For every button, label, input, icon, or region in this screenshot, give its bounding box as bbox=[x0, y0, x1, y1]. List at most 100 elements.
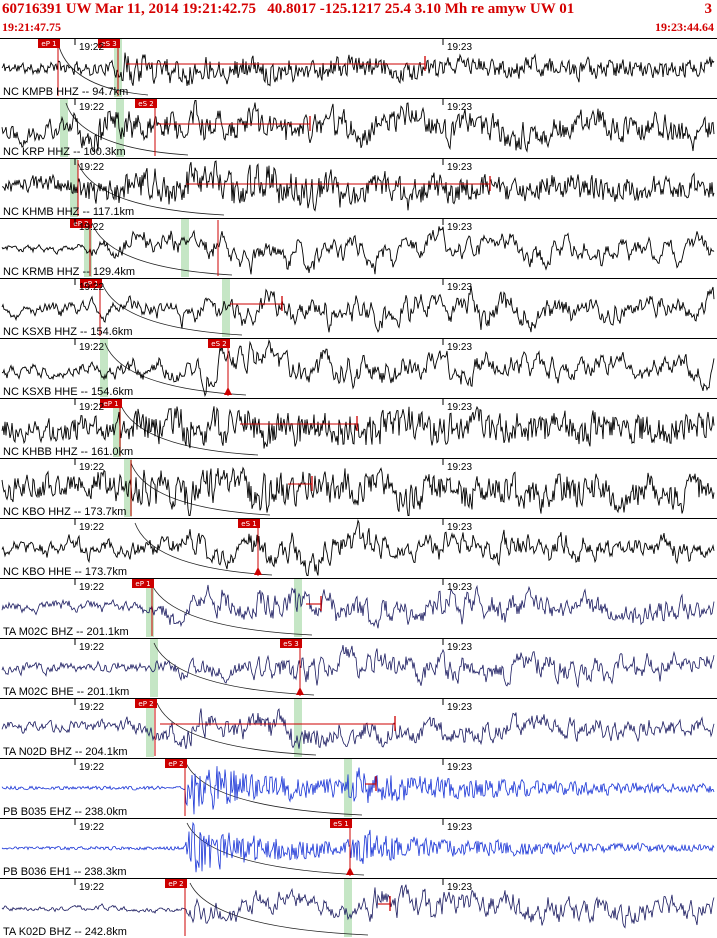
time-tick-label: 19:22 bbox=[79, 102, 104, 113]
time-tick-label: 19:22 bbox=[79, 822, 104, 833]
phase-pick-flag[interactable] bbox=[208, 339, 230, 348]
phase-pick-label: eP 2 bbox=[168, 880, 183, 888]
trace-label: NC KHBB HHZ -- 161.0km bbox=[3, 446, 133, 458]
window-start-time: 19:21:47.75 bbox=[2, 20, 61, 34]
phase-pick-flag[interactable] bbox=[132, 579, 154, 588]
trace-label: PB B035 EHZ -- 238.0km bbox=[3, 806, 127, 818]
phase-pick-flag[interactable] bbox=[38, 39, 60, 48]
time-tick-label: 19:22 bbox=[79, 342, 104, 353]
trace-plot: 19:22 19:23 NC KHMB HHZ -- 117.1km bbox=[0, 158, 717, 218]
trace-row-ta-m02c-bhe[interactable]: eS 3 19:22 19:23 TA M02C BHE -- 201.1km bbox=[0, 638, 717, 698]
phase-pick[interactable]: eP 2 bbox=[70, 219, 92, 276]
phase-pick-tail-marker bbox=[296, 687, 304, 695]
phase-pick-label: eS 2 bbox=[211, 340, 226, 348]
waveform-trace[interactable] bbox=[1, 52, 715, 87]
waveform-trace[interactable] bbox=[1, 466, 715, 516]
time-tick-label: 19:23 bbox=[447, 822, 472, 833]
phase-pick-flag[interactable] bbox=[135, 699, 157, 708]
waveform-trace[interactable] bbox=[1, 338, 715, 397]
phase-pick-flag[interactable] bbox=[98, 39, 120, 48]
trace-row-nc-khmb-hhz[interactable]: 19:22 19:23 NC KHMB HHZ -- 117.1km bbox=[0, 158, 717, 218]
phase-pick[interactable]: eP 1 bbox=[38, 39, 60, 96]
phase-pick[interactable]: eS 1 bbox=[238, 519, 262, 576]
phase-window-band bbox=[344, 759, 352, 817]
phase-pick[interactable]: eP 2 bbox=[165, 879, 187, 936]
trace-row-nc-krmb-hhz[interactable]: eP 2 19:22 19:23 NC KRMB HHZ -- 129.4km bbox=[0, 218, 717, 278]
trace-plot: eS 1 19:22 19:23 NC KBO HHE -- 173.7km bbox=[0, 518, 717, 578]
event-summary: 60716391 UW Mar 11, 2014 19:21:42.75 40.… bbox=[2, 1, 575, 17]
phase-pick[interactable]: eS 2 bbox=[135, 99, 157, 156]
phase-pick[interactable]: eP 1 bbox=[132, 579, 154, 636]
traveltime-curve bbox=[104, 342, 247, 396]
time-tick-label: 19:23 bbox=[447, 582, 472, 593]
phase-pick-flag[interactable] bbox=[238, 519, 260, 528]
phase-window-band bbox=[150, 639, 158, 697]
phase-pick-flag[interactable] bbox=[135, 99, 157, 108]
traveltime-curve bbox=[91, 222, 233, 276]
trace-label: TA M02C BHZ -- 201.1km bbox=[3, 626, 129, 638]
trace-row-nc-kmpb-hhz[interactable]: eP 1 eS 3 19:22 19:23 NC KMPB HHZ -- 94.7km bbox=[0, 38, 717, 98]
trace-row-ta-k02d-bhz[interactable]: eP 2 19:22 19:23 TA K02D BHZ -- 242.8km bbox=[0, 878, 717, 938]
phase-pick-label: eS 1 bbox=[241, 520, 256, 528]
phase-pick[interactable]: eS 2 bbox=[208, 339, 232, 396]
phase-pick[interactable]: eP 2 bbox=[165, 759, 187, 816]
phase-pick-label: eP 1 bbox=[41, 40, 56, 48]
phase-window-band bbox=[294, 579, 302, 637]
phase-pick-flag[interactable] bbox=[280, 639, 302, 648]
trace-label: NC KHMB HHZ -- 117.1km bbox=[3, 206, 134, 218]
waveform-trace[interactable] bbox=[1, 160, 715, 212]
trace-row-nc-khbb-hhz[interactable]: eP 1 19:22 19:23 NC KHBB HHZ -- 161.0km bbox=[0, 398, 717, 458]
phase-pick-flag[interactable] bbox=[100, 399, 122, 408]
traveltime-curve bbox=[101, 282, 243, 336]
phase-pick-flag[interactable] bbox=[330, 819, 352, 828]
waveform-trace[interactable] bbox=[1, 708, 715, 749]
trace-row-pb-b035-ehz[interactable]: eP 2 19:22 19:23 PB B035 EHZ -- 238.0km bbox=[0, 758, 717, 818]
trace-plot: eP 1 eS 319:22 19:23 NC KMPB HHZ -- 94.7km bbox=[0, 38, 717, 98]
trace-row-nc-ksxb-hhz[interactable]: eP 1 19:22 19:23 NC KSXB HHZ -- 154.6km bbox=[0, 278, 717, 338]
phase-pick-flag[interactable] bbox=[165, 879, 187, 888]
trace-row-ta-m02c-bhz[interactable]: eP 1 19:22 19:23 TA M02C BHZ -- 201.1km bbox=[0, 578, 717, 638]
phase-pick-label: eP 2 bbox=[138, 700, 153, 708]
phase-pick[interactable]: eP 1 bbox=[100, 399, 122, 456]
phase-pick[interactable]: eS 1 bbox=[330, 819, 354, 876]
phase-pick[interactable]: eS 3 bbox=[280, 639, 304, 696]
trace-row-pb-b036-eh1[interactable]: eS 1 19:22 19:23 PB B036 EH1 -- 238.3km bbox=[0, 818, 717, 878]
time-tick-label: 19:22 bbox=[79, 582, 104, 593]
time-tick-label: 19:22 bbox=[79, 882, 104, 893]
phase-pick[interactable]: eP 2 bbox=[135, 699, 157, 756]
trace-row-nc-kbo-hhz[interactable]: 19:22 19:23 NC KBO HHZ -- 173.7km bbox=[0, 458, 717, 518]
phase-pick-label: eS 3 bbox=[101, 40, 116, 48]
waveform-trace[interactable] bbox=[1, 584, 715, 629]
traveltime-curve bbox=[156, 702, 317, 756]
trace-label: NC KSXB HHZ -- 154.6km bbox=[3, 326, 133, 338]
phase-window-band bbox=[113, 399, 121, 457]
waveform-trace[interactable] bbox=[1, 226, 715, 275]
traveltime-curve bbox=[153, 642, 315, 696]
phase-pick-label: eP 1 bbox=[135, 580, 150, 588]
trace-plot: eP 119:22 19:23 NC KHBB HHZ -- 161.0km bbox=[0, 398, 717, 458]
phase-pick[interactable]: eP 1 bbox=[80, 279, 102, 336]
traveltime-curve bbox=[65, 102, 189, 156]
waveform-trace[interactable] bbox=[1, 645, 715, 689]
waveform-trace[interactable] bbox=[1, 405, 715, 449]
waveform-trace[interactable] bbox=[1, 821, 715, 873]
phase-pick-flag[interactable] bbox=[70, 219, 92, 228]
waveform-trace[interactable] bbox=[1, 518, 715, 576]
waveform-trace[interactable] bbox=[1, 100, 715, 153]
phase-pick-flag[interactable] bbox=[80, 279, 102, 288]
time-tick-label: 19:22 bbox=[79, 762, 104, 773]
trace-row-nc-krp-hhz[interactable]: eS 2 19:22 19:23 NC KRP HHZ -- 100.3km bbox=[0, 98, 717, 158]
waveform-trace[interactable] bbox=[1, 286, 715, 333]
traveltime-curve bbox=[150, 582, 313, 636]
waveform-trace[interactable] bbox=[1, 884, 715, 929]
waveform-trace[interactable] bbox=[1, 766, 715, 815]
time-tick-label: 19:23 bbox=[447, 762, 472, 773]
phase-pick-flag[interactable] bbox=[165, 759, 187, 768]
trace-row-nc-kbo-hhe[interactable]: eS 1 19:22 19:23 NC KBO HHE -- 173.7km bbox=[0, 518, 717, 578]
time-tick-label: 19:23 bbox=[447, 222, 472, 233]
phase-pick[interactable]: eS 3 bbox=[98, 39, 120, 96]
trace-row-nc-ksxb-hhe[interactable]: eS 2 19:22 19:23 NC KSXB HHE -- 154.6km bbox=[0, 338, 717, 398]
trace-row-ta-n02d-bhz[interactable]: eP 2 19:22 19:23 TA N02D BHZ -- 204.1km bbox=[0, 698, 717, 758]
traveltime-curve bbox=[119, 402, 259, 456]
traveltime-curve bbox=[185, 762, 363, 816]
